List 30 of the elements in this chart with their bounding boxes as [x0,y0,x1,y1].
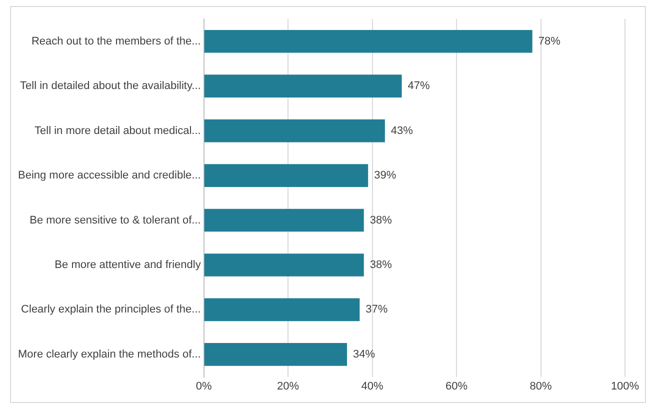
bar [204,30,532,53]
bar [204,343,348,366]
x-tick-label: 100% [610,380,640,392]
data-label: 37% [366,304,388,316]
y-tick-label: Clearly explain the principles of the... [21,304,201,316]
x-tick-label: 20% [277,380,300,392]
x-tick-label: 40% [361,380,384,392]
bar [204,119,385,142]
y-tick-label: Reach out to the members of the... [31,35,201,48]
bar [204,254,364,276]
bar [204,298,360,322]
x-tick-label: 60% [446,380,468,392]
data-label: 47% [408,80,430,92]
y-tick-label: Tell in detailed about the availability... [20,80,201,92]
bar [204,74,402,98]
data-label: 38% [370,259,392,272]
data-label: 78% [538,35,561,48]
data-label: 34% [353,348,376,360]
x-tick-label: 0% [196,380,212,392]
bar [204,164,368,187]
data-label: 43% [390,124,414,137]
bar [204,208,364,232]
x-tick-label: 80% [530,380,552,392]
data-label: 39% [374,170,396,182]
y-tick-label: Tell in more detail about medical... [34,124,201,137]
y-tick-label: Being more accessible and credible... [18,170,201,182]
data-label: 38% [370,214,392,226]
y-tick-label: Be more sensitive to & tolerant of... [30,214,201,226]
y-tick-label: More clearly explain the methods of... [18,348,201,360]
y-tick-label: Be more attentive and friendly [54,259,202,272]
